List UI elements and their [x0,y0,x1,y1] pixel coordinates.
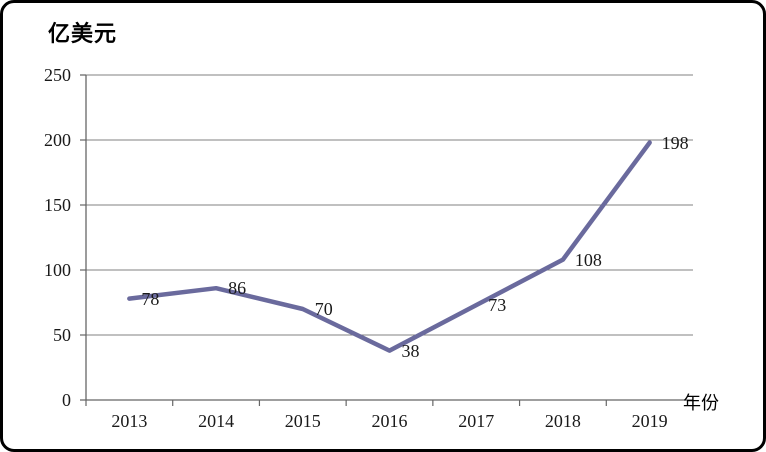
y-tick-label: 200 [44,130,71,150]
data-label: 38 [401,340,420,361]
x-tick-label: 2014 [198,411,235,431]
data-label: 86 [228,278,247,299]
data-label: 198 [661,132,689,153]
x-tick-label: 2017 [458,411,495,431]
y-tick-label: 150 [44,195,71,215]
y-tick-label: 250 [44,65,71,85]
data-label: 108 [574,249,602,270]
data-label: 70 [314,299,333,319]
line-chart-plot [80,74,694,406]
data-line [127,140,652,353]
y-tick-label: 50 [53,325,71,345]
y-tick-label: 0 [62,390,71,410]
data-label: 78 [141,288,160,309]
y-axis-unit-title: 亿美元 [48,21,118,46]
x-tick-label: 2013 [111,411,148,431]
data-label: 73 [488,295,507,316]
x-tick-label: 2015 [284,411,321,431]
x-tick-label: 2019 [631,411,668,431]
x-axis-title: 年份 [683,393,719,413]
y-tick-label: 100 [44,260,71,280]
x-tick-label: 2016 [371,411,408,431]
x-tick-label: 2018 [544,411,581,431]
